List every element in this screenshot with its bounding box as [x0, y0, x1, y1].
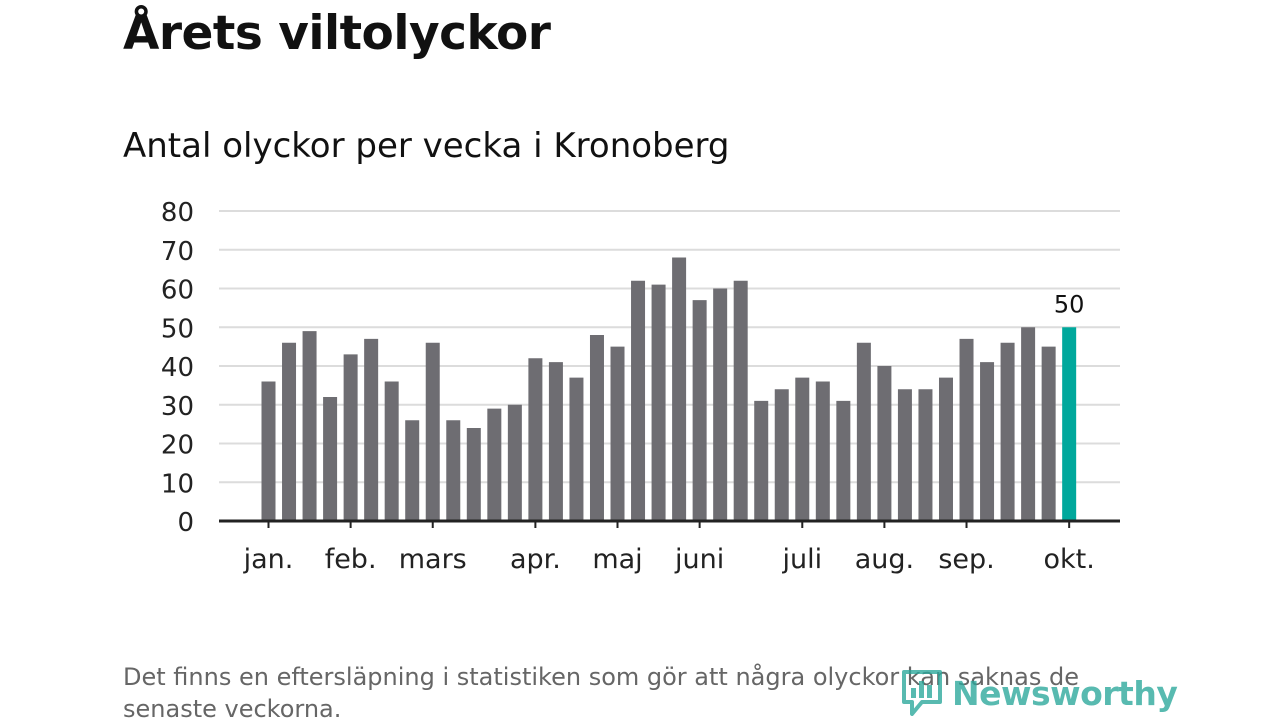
x-tick-label: feb. — [325, 544, 377, 575]
bar — [384, 381, 399, 521]
bar — [918, 389, 933, 521]
chart-title: Årets viltolyckor — [123, 6, 551, 61]
bar — [487, 408, 502, 521]
bar-chart: 0 10 20 30 40 50 60 70 80 50 jan. feb. mars apr. maj ju… — [161, 198, 1120, 575]
bar — [877, 366, 892, 521]
newsworthy-logo: Newsworthy — [900, 668, 1178, 718]
axis-layer — [219, 519, 1120, 528]
y-tick-label: 60 — [161, 276, 194, 306]
logo-text: Newsworthy — [952, 673, 1178, 713]
bar — [528, 358, 543, 521]
bar — [980, 362, 995, 521]
y-tick-label: 20 — [161, 431, 194, 461]
bar — [548, 362, 563, 521]
bar — [466, 428, 481, 521]
x-tick-label: juni — [674, 544, 724, 575]
x-tick-label: jan. — [243, 544, 294, 575]
bar — [713, 288, 728, 521]
x-tick-label: juli — [781, 544, 822, 575]
bar — [1041, 346, 1056, 521]
bar — [856, 342, 871, 521]
y-tick-label: 70 — [161, 237, 194, 267]
bar — [959, 338, 974, 521]
bar — [507, 404, 522, 521]
bar — [651, 284, 666, 521]
bar — [569, 377, 584, 521]
bar — [631, 280, 646, 521]
bar — [323, 397, 338, 521]
bar — [1021, 327, 1036, 521]
bar — [302, 331, 317, 521]
bar — [897, 389, 912, 521]
x-tick-label: aug. — [855, 544, 914, 575]
label-layer: 0 10 20 30 40 50 60 70 80 50 jan. feb. mars apr. maj ju… — [161, 198, 1095, 575]
x-tick-label: apr. — [510, 544, 561, 575]
bar — [815, 381, 830, 521]
bar — [425, 342, 440, 521]
bar — [938, 377, 953, 521]
bar — [836, 400, 851, 521]
data-label-last: 50 — [1054, 290, 1085, 318]
bar — [692, 300, 707, 521]
y-tick-label: 80 — [161, 198, 194, 228]
y-tick-label: 30 — [161, 392, 194, 422]
bar — [261, 381, 276, 521]
chart-subtitle: Antal olyckor per vecka i Kronoberg — [123, 126, 730, 166]
bar — [795, 377, 810, 521]
x-tick-label: sep. — [938, 544, 994, 575]
bar — [774, 389, 789, 521]
y-tick-label: 50 — [161, 314, 194, 344]
x-tick-label: mars — [399, 544, 467, 575]
x-tick-label: okt. — [1044, 544, 1095, 575]
bar — [754, 400, 769, 521]
bar — [672, 257, 687, 521]
bar-highlight — [1062, 327, 1077, 521]
y-tick-label: 10 — [161, 469, 194, 499]
bar-layer — [261, 257, 1077, 521]
bar — [610, 346, 625, 521]
x-tick-label: maj — [592, 544, 642, 575]
bar — [589, 335, 604, 521]
bar — [282, 342, 297, 521]
bar — [405, 420, 420, 521]
bar — [446, 420, 461, 521]
bar — [733, 280, 748, 521]
bar — [343, 354, 358, 521]
bar — [364, 338, 379, 521]
newsworthy-logo-icon — [902, 670, 942, 716]
bar — [1000, 342, 1015, 521]
y-tick-label: 0 — [177, 508, 194, 538]
y-tick-label: 40 — [161, 353, 194, 383]
